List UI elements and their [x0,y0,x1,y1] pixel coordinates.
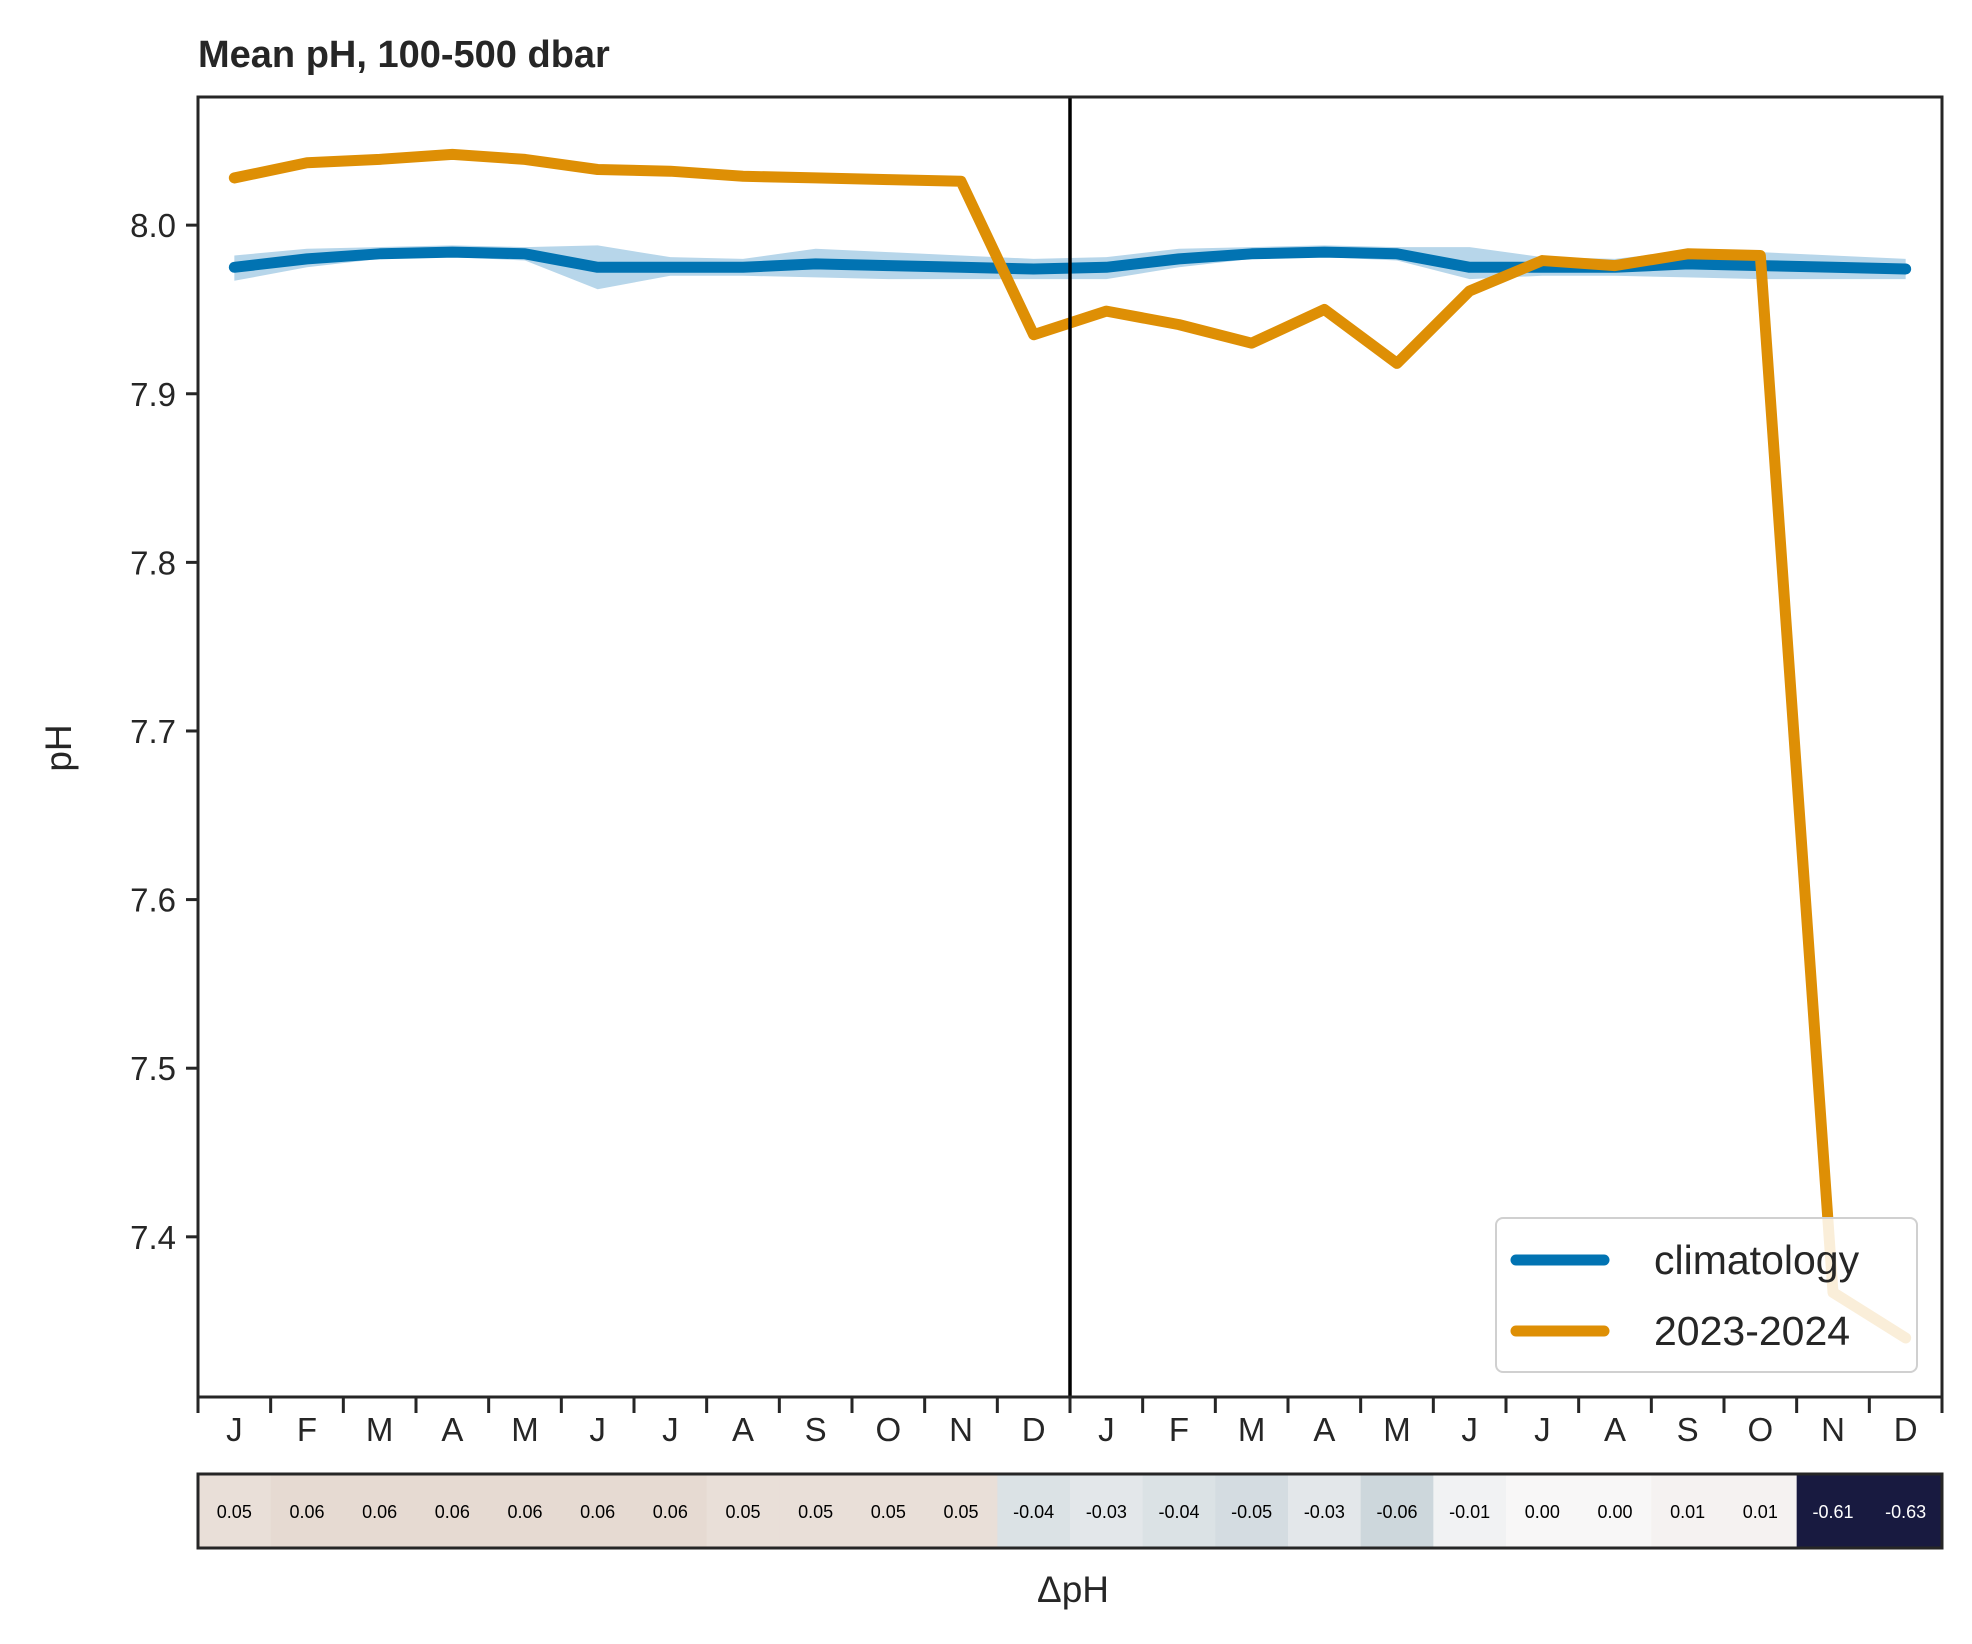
y-tick-label: 7.6 [130,882,176,919]
anomaly-cell [1506,1474,1580,1548]
y-tick-label: 8.0 [130,207,176,244]
anomaly-cell-label: -0.61 [1812,1502,1853,1522]
anomaly-cell [634,1474,708,1548]
anomaly-strip: 0.05 0.06 0.06 0.06 0.06 0.06 0.06 0.05 0.05 0.05… [196,1472,1944,1550]
anomaly-cell [1869,1474,1943,1548]
anomaly-cell-label: -0.01 [1449,1502,1490,1522]
anomaly-cell-label: -0.06 [1376,1502,1417,1522]
anomaly-cell [997,1474,1071,1548]
x-tick-label: N [1821,1411,1845,1448]
anomaly-cell [1796,1474,1870,1548]
anomaly-cell [1433,1474,1507,1548]
anomaly-cell-label: 0.05 [217,1502,252,1522]
anomaly-cell [706,1474,780,1548]
x-tick-label: M [1383,1411,1411,1448]
anomaly-cell [488,1474,562,1548]
x-tick-label: M [511,1411,539,1448]
anomaly-cell [852,1474,926,1548]
anomaly-cell [924,1474,998,1548]
plot-area: 7.4 7.5 7.6 7.7 7.8 7.9 8.0 J F M A M J J A S O N D J F M A M J J… [130,95,1944,1448]
x-tick-label: J [662,1411,679,1448]
x-tick-label: J [226,1411,243,1448]
anomaly-strip-label: ΔpH [1037,1569,1109,1610]
legend-label: 2023-2024 [1654,1308,1850,1354]
anomaly-strip-frame [196,1472,1944,1550]
anomaly-cell-label: -0.03 [1304,1502,1345,1522]
anomaly-cell-label: 0.00 [1597,1502,1632,1522]
anomaly-cell [779,1474,853,1548]
anomaly-cell-label: 0.05 [871,1502,906,1522]
legend-label: climatology [1654,1237,1860,1283]
y-axis-label: pH [38,724,79,771]
anomaly-cell-label: -0.03 [1086,1502,1127,1522]
anomaly-cell [561,1474,635,1548]
x-tick-label: D [1022,1411,1046,1448]
anomaly-cell-label: 0.05 [943,1502,978,1522]
legend: climatology 2023-2024 [1495,1217,1918,1373]
x-tick-label: S [1677,1411,1699,1448]
y-tick-label: 7.4 [130,1219,176,1256]
y-tick-label: 7.8 [130,544,176,581]
x-tick-label: A [732,1411,754,1448]
anomaly-cell [270,1474,344,1548]
anomaly-cell [1651,1474,1725,1548]
x-tick-label: M [1238,1411,1266,1448]
anomaly-cell-label: -0.04 [1158,1502,1199,1522]
anomaly-cell-label: 0.06 [507,1502,542,1522]
x-tick-label: F [297,1411,317,1448]
x-tick-label: D [1894,1411,1918,1448]
anomaly-cell [1360,1474,1434,1548]
anomaly-cell [1578,1474,1652,1548]
anomaly-cell-label: -0.63 [1885,1502,1926,1522]
anomaly-cell-label: 0.05 [798,1502,833,1522]
x-tick-label: A [1604,1411,1626,1448]
x-tick-label: J [1461,1411,1478,1448]
x-tick-label: N [949,1411,973,1448]
anomaly-cell [198,1474,272,1548]
x-tick-label: M [366,1411,394,1448]
y-tick-label: 7.9 [130,376,176,413]
anomaly-cell-label: 0.06 [362,1502,397,1522]
x-tick-label: S [805,1411,827,1448]
anomaly-cell-label: -0.04 [1013,1502,1054,1522]
y-tick-label: 7.5 [130,1050,176,1087]
anomaly-cell-label: 0.06 [653,1502,688,1522]
x-tick-label: F [1169,1411,1189,1448]
x-tick-label: O [875,1411,901,1448]
chart-title: Mean pH, 100-500 dbar [198,34,610,76]
anomaly-cell-label: 0.06 [289,1502,324,1522]
anomaly-cell [1215,1474,1289,1548]
anomaly-cell-label: 0.05 [725,1502,760,1522]
anomaly-cell [1142,1474,1216,1548]
x-tick-label: A [441,1411,463,1448]
anomaly-cell-label: -0.05 [1231,1502,1272,1522]
anomaly-cell-label: 0.01 [1743,1502,1778,1522]
anomaly-cell-label: 0.06 [435,1502,470,1522]
x-tick-label: J [1098,1411,1115,1448]
x-tick-label: A [1313,1411,1335,1448]
x-tick-label: J [1534,1411,1551,1448]
anomaly-cell-label: 0.01 [1670,1502,1705,1522]
anomaly-cell [343,1474,417,1548]
anomaly-cell [416,1474,490,1548]
x-tick-label: O [1747,1411,1773,1448]
x-tick-label: J [589,1411,606,1448]
anomaly-cell-label: 0.06 [580,1502,615,1522]
y-tick-label: 7.7 [130,713,176,750]
anomaly-cell [1724,1474,1798,1548]
anomaly-cell [1288,1474,1362,1548]
anomaly-cell [1070,1474,1144,1548]
anomaly-cell-label: 0.00 [1525,1502,1560,1522]
